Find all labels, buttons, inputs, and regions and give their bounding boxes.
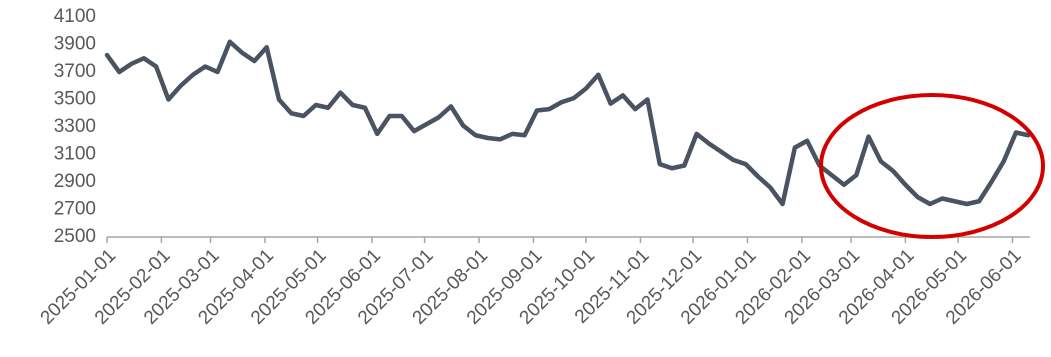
highlight-ellipse [819,93,1045,239]
y-tick-label: 3500 [54,89,96,110]
price-line [104,39,1031,207]
y-tick-label: 3900 [54,34,96,55]
y-tick-label: 4100 [54,6,96,27]
plot: 2500270029003100330035003700390041002025… [36,6,1031,329]
y-tick-label: 2700 [54,199,96,220]
y-tick-label: 3700 [54,61,96,82]
y-tick-label: 3100 [54,144,96,165]
y-tick-label: 2500 [54,226,96,247]
y-tick-label: 3300 [54,116,96,137]
y-tick-label: 2900 [54,171,96,192]
